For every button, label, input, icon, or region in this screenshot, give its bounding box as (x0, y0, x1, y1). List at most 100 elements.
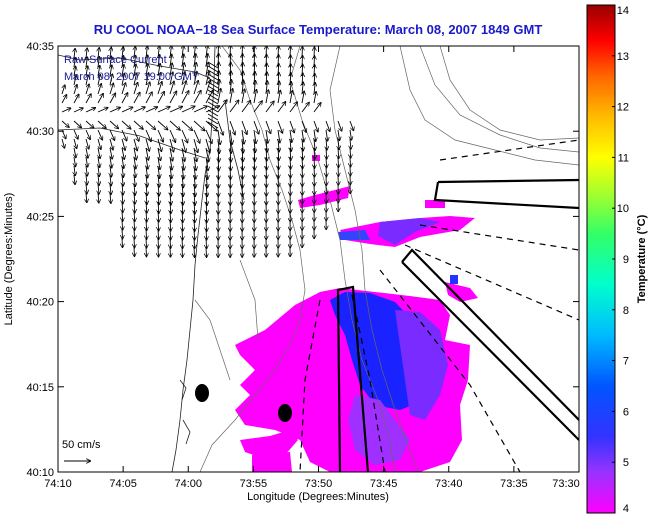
current-vector (146, 237, 147, 248)
shipping-lanes (336, 178, 579, 472)
current-vector (290, 129, 292, 142)
current-vector (74, 49, 75, 59)
current-vector (337, 120, 342, 131)
current-vector (73, 95, 79, 104)
current-vector (338, 129, 340, 140)
chart-title: RU COOL NOAA−18 Sea Surface Temperature:… (94, 22, 543, 37)
current-vector (134, 192, 135, 204)
current-vector (169, 120, 180, 130)
current-vector (266, 90, 268, 104)
current-vector (182, 183, 183, 196)
current-vector (97, 94, 103, 104)
current-vector (145, 138, 149, 151)
current-vector (193, 106, 207, 113)
current-vector (242, 129, 244, 144)
current-vector (157, 129, 163, 142)
current-vector (278, 147, 279, 160)
current-vector (110, 147, 112, 159)
current-vector (170, 237, 171, 248)
current-vector (145, 82, 150, 95)
current-vector (121, 83, 125, 95)
current-vector (218, 129, 220, 144)
current-vector (146, 174, 147, 187)
current-vector (134, 219, 135, 230)
current-vector (134, 156, 136, 168)
current-vector (314, 156, 315, 168)
surface-current-vectors (62, 46, 353, 257)
current-vector (134, 237, 135, 247)
current-vector (350, 129, 351, 140)
current-vector (133, 93, 140, 104)
current-vector (121, 138, 125, 150)
current-vector (205, 129, 212, 143)
current-vector (146, 147, 148, 160)
current-vector (62, 85, 65, 95)
current-vector (326, 129, 328, 141)
current-vector (193, 138, 198, 152)
current-vector (122, 174, 123, 186)
current-vector (170, 192, 171, 205)
current-vector (133, 129, 139, 141)
current-vector (158, 174, 159, 187)
current-vector (207, 81, 219, 89)
current-vector (207, 109, 219, 117)
current-vector (109, 138, 113, 150)
current-vector (193, 129, 200, 143)
colorbar-tick-label: 9 (623, 254, 629, 266)
current-vector (73, 120, 81, 127)
current-vector (74, 174, 75, 184)
current-vector (133, 83, 138, 95)
current-vector (207, 77, 219, 85)
colorbar-tick-label: 11 (618, 152, 629, 164)
current-vector (73, 108, 83, 113)
current-vector (146, 156, 148, 169)
current-vector (122, 156, 124, 168)
current-vector (170, 165, 172, 178)
x-tick-label: 74:05 (109, 478, 137, 490)
current-vector (207, 113, 219, 121)
current-vector (194, 192, 195, 205)
current-vector (134, 201, 135, 213)
current-vector (145, 107, 157, 113)
y-tick-label: 40:25 (26, 211, 54, 223)
current-vector (241, 89, 245, 104)
current-vector (207, 101, 219, 109)
current-vector (218, 156, 219, 170)
current-vector (314, 147, 315, 159)
current-vector (97, 129, 102, 140)
current-vector (181, 147, 185, 161)
current-vector (169, 72, 173, 86)
colorbar-label: Temperature (°C) (636, 214, 648, 303)
current-vector (158, 219, 159, 230)
colorbar-tick-label: 14 (617, 5, 629, 17)
current-vector (122, 165, 123, 177)
current-vector (169, 147, 173, 161)
x-tick-label: 74:10 (44, 478, 72, 490)
current-vector (86, 156, 88, 167)
current-vector (301, 103, 309, 113)
current-vector (230, 156, 231, 170)
x-tick-label: 73:35 (500, 478, 528, 490)
current-vector (170, 219, 171, 231)
current-vector (157, 138, 161, 151)
current-vector (206, 165, 208, 179)
current-vector (277, 120, 282, 133)
x-tick-label: 74:00 (174, 478, 202, 490)
current-vector (146, 210, 147, 222)
current-vector (158, 237, 159, 248)
current-vector (194, 219, 195, 231)
current-vector (326, 138, 327, 150)
current-vector (157, 120, 168, 130)
colorbar-tick-label: 13 (617, 51, 629, 63)
bathymetry-contours (194, 46, 579, 472)
current-vector (158, 201, 159, 213)
current-vector (97, 84, 101, 95)
current-vector (194, 246, 195, 257)
current-vector (97, 108, 108, 113)
current-vector (146, 201, 147, 213)
current-vector (253, 101, 262, 113)
current-vector (242, 156, 243, 170)
current-vector (206, 246, 207, 257)
current-vector (206, 201, 207, 214)
